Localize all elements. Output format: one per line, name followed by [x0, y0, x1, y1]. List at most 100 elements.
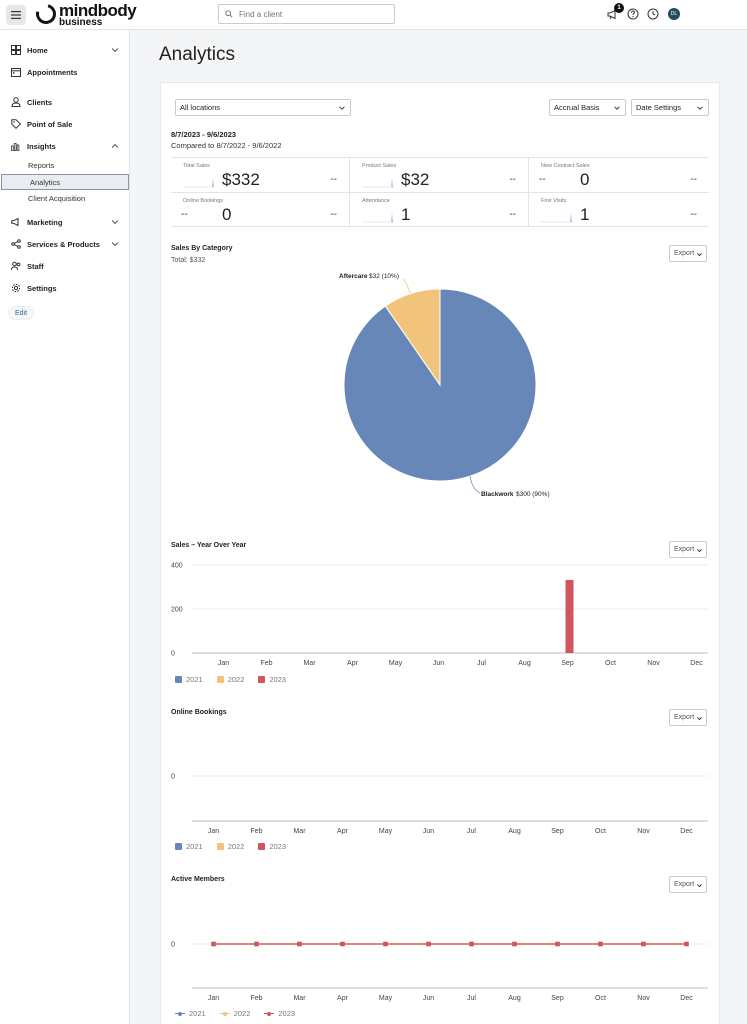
export-button-active-members[interactable]: Export	[669, 876, 707, 893]
share-nodes-icon	[10, 239, 21, 249]
chevron-down-icon	[111, 220, 119, 225]
sidebar-item-point-of-sale[interactable]: Point of Sale	[0, 115, 130, 133]
kpi-label: Online Bookings	[183, 198, 224, 204]
export-button-online-bookings[interactable]: Export	[669, 709, 707, 726]
kpi-attendance[interactable]: Attendance 1 --	[350, 192, 529, 227]
basis-select[interactable]: Accrual Basis	[549, 99, 626, 116]
legend-item-2023[interactable]: 2023	[264, 1009, 295, 1018]
legend-item-2022[interactable]: 2022	[216, 842, 244, 851]
kpi-total-sales[interactable]: Total Sales $332 --	[171, 158, 350, 193]
search-input[interactable]	[239, 9, 379, 19]
legend-item-2022[interactable]: 2022	[216, 675, 244, 684]
sidebar-item-staff[interactable]: Staff	[0, 257, 130, 275]
legend-swatch	[216, 843, 224, 850]
kpi-first-visits[interactable]: First Visits 1 --	[529, 192, 709, 227]
sales-by-category-title: Sales By Category	[171, 245, 233, 252]
legend-item-2023[interactable]: 2023	[258, 675, 286, 684]
history-button[interactable]	[646, 7, 660, 21]
sidebar-item-home[interactable]: Home	[0, 41, 130, 59]
active-members-title: Active Members	[171, 876, 225, 883]
kpi-change: --	[330, 174, 337, 185]
client-search[interactable]	[218, 4, 395, 24]
legend-item-2022[interactable]: 2022	[219, 1009, 250, 1018]
x-tick-label: Jun	[423, 828, 434, 835]
kpi-product-sales[interactable]: Product Sales $32 --	[350, 158, 529, 193]
kpi-label: Product Sales	[362, 163, 397, 169]
point-2023-oct	[598, 941, 603, 947]
sidebar-item-marketing[interactable]: Marketing	[0, 213, 130, 231]
legend-label: 2023	[269, 675, 287, 684]
clock-icon	[647, 8, 659, 20]
y-tick-label: 400	[171, 563, 183, 570]
date-settings-value: Date Settings	[636, 103, 682, 112]
x-tick-label: Aug	[508, 995, 521, 1002]
sparkline-icon	[541, 213, 573, 223]
point-2023-jul	[469, 941, 474, 947]
x-tick-label: Dec	[680, 828, 693, 835]
sidebar-item-label: Staff	[27, 261, 44, 271]
legend-item-2021[interactable]: 2021	[175, 842, 203, 851]
y-tick-label: 200	[171, 607, 183, 614]
sidebar-item-insights[interactable]: Insights	[0, 137, 130, 155]
legend-item-2023[interactable]: 2023	[258, 842, 286, 851]
x-tick-label: Oct	[605, 660, 616, 667]
x-tick-label: Nov	[637, 828, 650, 835]
hamburger-icon	[11, 11, 21, 19]
legend-label: 2021	[186, 842, 203, 851]
active-members-legend: 2021 2022 2023	[175, 1009, 295, 1018]
sidebar-item-clients[interactable]: Clients	[0, 93, 130, 111]
kpi-change: --	[509, 174, 516, 185]
sales-yoy-legend: 2021 2022 2023	[175, 675, 286, 684]
kpi-change: --	[509, 209, 516, 220]
pie-label-aftercare-value: $32 (10%)	[369, 273, 399, 280]
chevron-down-icon	[614, 106, 620, 110]
legend-label: 2023	[278, 1009, 296, 1018]
sidebar-subitem-analytics[interactable]: Analytics	[1, 174, 129, 190]
legend-swatch	[258, 676, 266, 683]
x-tick-label: Sep	[561, 660, 574, 667]
sidebar-item-label: Marketing	[27, 217, 63, 227]
sidebar-item-appointments[interactable]: Appointments	[0, 63, 130, 81]
legend-swatch	[216, 676, 224, 683]
sidebar-subitem-client-acquisition[interactable]: Client Acquisition	[28, 193, 86, 203]
sidebar-item-label: Point of Sale	[27, 119, 73, 129]
legend-item-2021[interactable]: 2021	[175, 675, 203, 684]
kpi-grid: Total Sales $332 -- Product Sales $32 --…	[171, 157, 709, 227]
y-tick-label: 0	[171, 942, 175, 949]
point-2023-jan	[211, 941, 216, 947]
sidebar-item-label: Insights	[27, 141, 56, 151]
top-bar: mindbody business 1 DL	[0, 0, 747, 30]
legend-item-2021[interactable]: 2021	[175, 1009, 206, 1018]
mindbody-logo[interactable]: mindbody business	[32, 0, 137, 28]
x-tick-label: Jun	[433, 660, 444, 667]
help-button[interactable]	[626, 7, 640, 21]
gear-icon	[11, 283, 20, 293]
x-tick-label: Jul	[477, 660, 486, 667]
point-2023-apr	[340, 941, 345, 947]
logo-subtext: business	[59, 17, 103, 28]
export-button-sales-yoy[interactable]: Export	[669, 541, 707, 558]
export-button-sales-by-category[interactable]: Export	[669, 245, 707, 262]
analytics-panel	[160, 82, 720, 1024]
date-settings-select[interactable]: Date Settings	[631, 99, 709, 116]
kpi-prefix: --	[181, 209, 188, 220]
megaphone-icon	[607, 9, 616, 20]
bar-2023-sep	[565, 579, 574, 653]
location-select[interactable]: All locations	[175, 99, 351, 116]
user-avatar[interactable]: DL	[668, 8, 680, 20]
kpi-label: New Contract Sales	[541, 163, 590, 169]
basis-select-value: Accrual Basis	[554, 103, 600, 112]
sidebar-item-settings[interactable]: Settings	[0, 279, 130, 297]
kpi-online-bookings[interactable]: Online Bookings -- 0 --	[171, 192, 350, 227]
legend-swatch	[219, 1010, 230, 1017]
edit-nav-button[interactable]: Edit	[8, 306, 34, 320]
kpi-new-contract-sales[interactable]: New Contract Sales -- 0 --	[529, 158, 709, 193]
hamburger-menu-button[interactable]	[6, 5, 26, 25]
legend-swatch	[264, 1010, 275, 1017]
sidebar-item-services-products[interactable]: Services & Products	[0, 235, 130, 253]
x-tick-label: Dec	[680, 995, 693, 1002]
person-icon	[10, 97, 21, 107]
pie-label-blackwork-value: $300 (90%)	[516, 491, 550, 498]
sidebar-subitem-reports[interactable]: Reports	[28, 160, 55, 170]
announcements-button[interactable]: 1	[606, 3, 624, 21]
